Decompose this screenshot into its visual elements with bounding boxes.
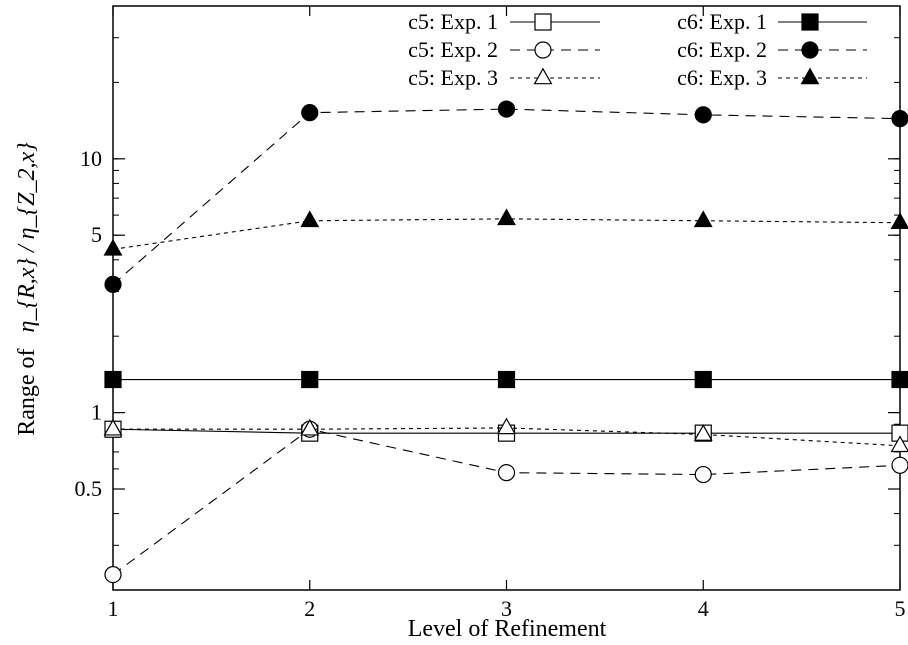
circle-marker [534, 41, 552, 59]
x-tick-label: 2 [304, 596, 315, 621]
legend: c5: Exp. 1 c5: Exp. 2 c5: Exp. 3 c6: Exp. 1… [408, 9, 867, 90]
series-line [112, 428, 901, 576]
circle-marker [497, 100, 516, 118]
y-axis-label-prefix: Range of [14, 348, 40, 435]
triangle-marker [300, 210, 320, 228]
legend-entry-5: c6: Exp. 2 [677, 37, 867, 62]
circle-marker [497, 464, 516, 482]
square-marker [301, 370, 319, 389]
triangle-marker [103, 238, 123, 256]
triangle-marker [890, 212, 908, 230]
y-tick-label: 5 [91, 222, 102, 247]
legend-label: c6: Exp. 2 [677, 37, 767, 62]
legend-label: c6: Exp. 3 [677, 65, 767, 90]
series-6 [103, 208, 908, 256]
triangle-marker [103, 418, 123, 436]
square-marker [891, 370, 908, 389]
x-tick-label: 3 [501, 596, 512, 621]
circle-marker [301, 104, 319, 122]
square-marker [534, 13, 552, 31]
series-4 [104, 370, 908, 389]
series-2 [104, 420, 908, 584]
circle-marker [104, 275, 122, 293]
circle-marker [891, 110, 908, 128]
legend-label: c5: Exp. 2 [408, 37, 498, 62]
square-marker [104, 370, 122, 389]
series-3 [103, 417, 908, 453]
circle-marker [801, 41, 819, 59]
triangle-marker [800, 67, 820, 85]
triangle-marker [300, 418, 320, 436]
circle-marker [694, 465, 712, 484]
circle-marker [694, 106, 712, 124]
series-5 [104, 100, 908, 293]
y-axis-label-math: η_{R,x} / η_{Z_2,x} [14, 142, 40, 333]
x-axis-label: Level of Refinement [408, 616, 607, 642]
x-tick-label: 5 [895, 596, 906, 621]
series-line [112, 108, 901, 285]
x-tick-label: 4 [698, 596, 709, 621]
square-marker [694, 370, 712, 389]
square-marker [801, 13, 819, 31]
legend-entry-4: c6: Exp. 1 [677, 9, 867, 34]
legend-entry-3: c5: Exp. 3 [408, 65, 600, 90]
triangle-marker [497, 417, 516, 435]
triangle-marker [890, 435, 908, 453]
y-tick-label: 0.5 [75, 476, 103, 501]
triangle-marker [693, 210, 713, 228]
svg-text:Range of η_{R,x} / η_{Z_: Range of η_{R,x} / η_{Z_2,x} [14, 142, 40, 436]
square-marker [497, 370, 516, 389]
plot-area-border [112, 5, 901, 591]
legend-label: c5: Exp. 1 [408, 9, 498, 34]
legend-label: c5: Exp. 3 [408, 65, 498, 90]
axis-ticks [112, 5, 901, 591]
x-tick-label: 1 [108, 596, 119, 621]
legend-label: c6: Exp. 1 [677, 9, 767, 34]
plot-frame [112, 5, 901, 591]
legend-entry-2: c5: Exp. 2 [408, 37, 600, 62]
triangle-marker [533, 67, 553, 85]
circle-marker [104, 565, 122, 584]
y-tick-label: 10 [80, 146, 102, 171]
legend-entry-6: c6: Exp. 3 [677, 65, 867, 90]
y-tick-label: 1 [91, 400, 102, 425]
legend-entry-1: c5: Exp. 1 [408, 9, 600, 34]
series-layer [103, 100, 908, 584]
axis-tick-labels: 1 2 3 4 5 0.5 1 5 10 [75, 146, 906, 621]
y-axis-label: Range of η_{R,x} / η_{Z_2,x} [14, 142, 40, 436]
circle-marker [891, 456, 908, 474]
triangle-marker [497, 208, 516, 226]
triangle-marker [693, 424, 713, 441]
